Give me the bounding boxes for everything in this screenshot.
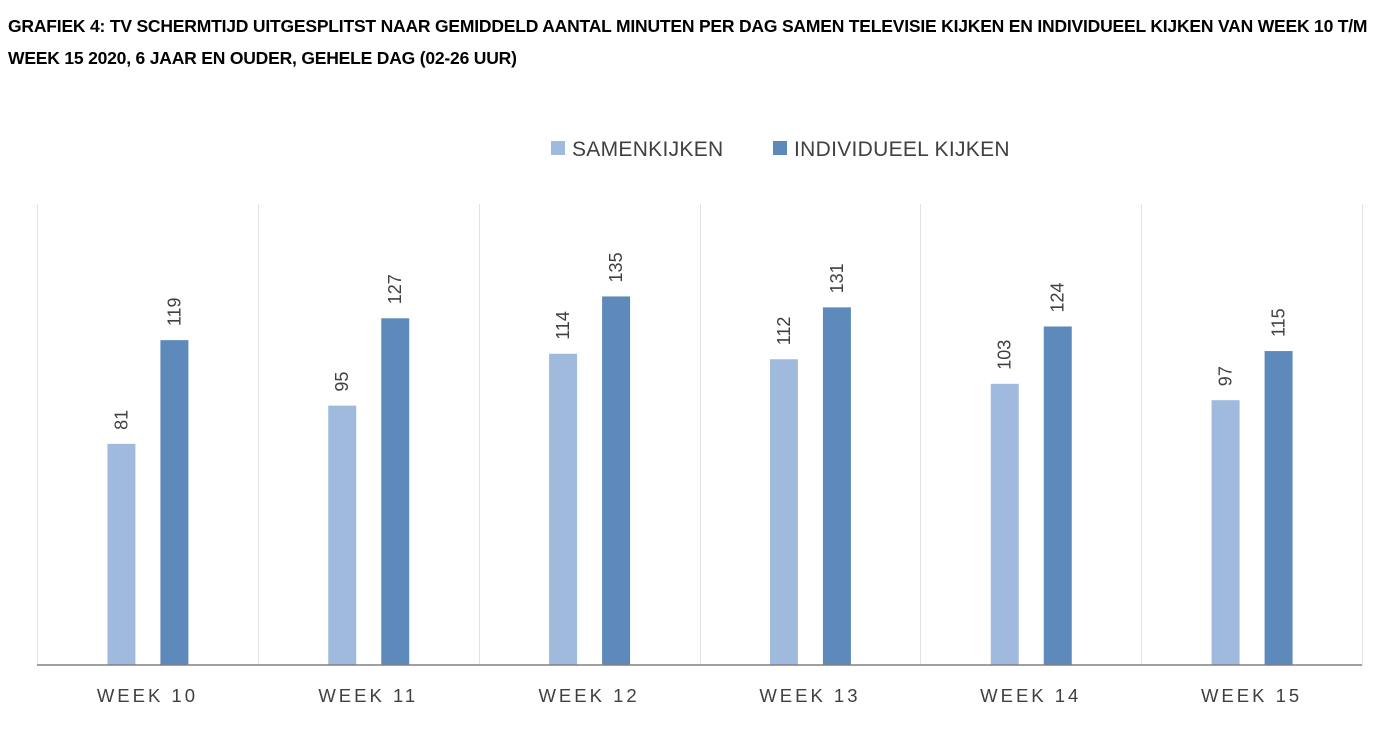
data-label: 135 [606,252,626,282]
data-label: 131 [827,263,847,293]
category-labels: WEEK 10 WEEK 11 WEEK 12 WEEK 13 WEEK 14 WEEK … [97,685,1302,706]
bar-samenkijken-week-12 [549,353,578,665]
x-tick-label: WEEK 13 [759,685,860,706]
legend-label: INDIVIDUEEL KIJKEN [794,138,1010,161]
bar-samenkijken-week-14 [990,383,1019,665]
data-label: 81 [111,410,131,430]
x-tick-label: WEEK 12 [538,685,639,706]
legend-swatch [773,141,787,155]
bar-individueel-week-10 [160,340,189,665]
category-gridlines [37,204,1363,665]
bar-samenkijken-week-11 [328,405,357,665]
legend-label: SAMENKIJKEN [572,138,724,161]
data-label: 115 [1269,308,1289,337]
data-label: 124 [1048,282,1068,312]
chart-title: GRAFIEK 4: TV SCHERMTIJD UITGESPLITST NA… [8,16,1368,68]
bar-individueel-week-11 [381,318,410,665]
bar-samenkijken-week-13 [769,359,798,665]
data-label: 112 [774,317,794,346]
bar-individueel-week-12 [602,296,631,665]
bar-individueel-week-13 [822,307,851,665]
data-label: 127 [385,274,405,304]
data-labels: 81 119 95 127 114 135 112 131 103 124 97 115 [111,252,1288,429]
x-tick-label: WEEK 11 [318,685,418,706]
x-tick-label: WEEK 15 [1201,685,1302,706]
bar-group [107,296,1293,665]
legend-swatch [551,141,565,155]
legend: SAMENKIJKEN INDIVIDUEEL KIJKEN [551,138,1010,161]
data-label: 103 [995,340,1015,370]
bar-individueel-week-15 [1264,351,1293,665]
data-label: 97 [1216,366,1236,386]
bar-individueel-week-14 [1043,326,1072,665]
data-label: 95 [332,372,352,392]
data-label: 119 [164,297,184,326]
data-label: 114 [553,311,573,340]
x-tick-label: WEEK 14 [980,685,1081,706]
bar-samenkijken-week-15 [1211,400,1240,665]
x-tick-label: WEEK 10 [97,685,198,706]
bar-samenkijken-week-10 [107,443,136,665]
